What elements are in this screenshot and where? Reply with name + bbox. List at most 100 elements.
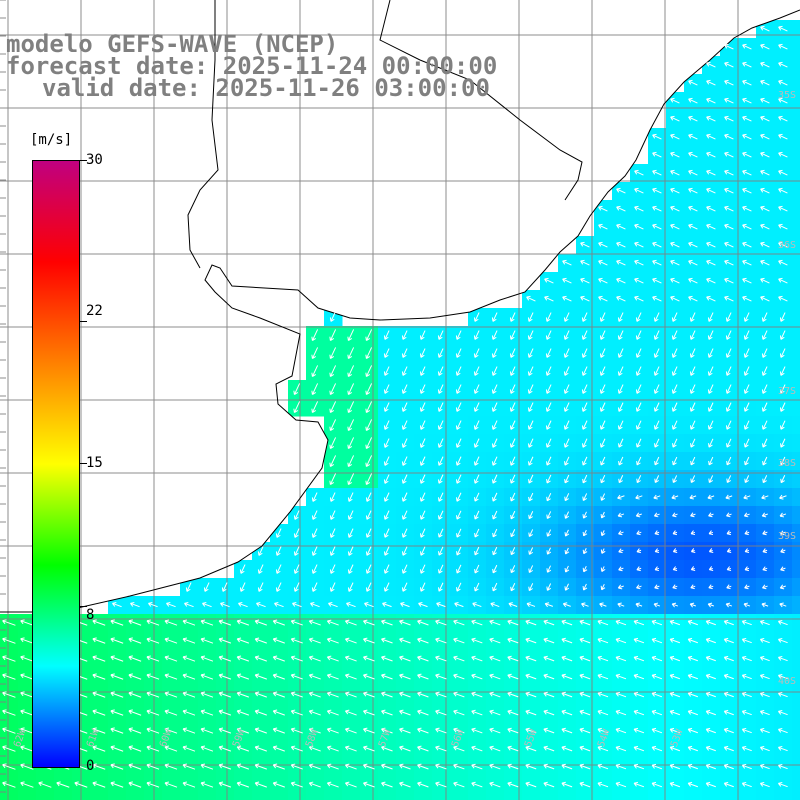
wind-arrow xyxy=(778,187,788,194)
wind-arrow xyxy=(456,510,462,520)
wind-arrow xyxy=(492,510,498,520)
wind-arrow xyxy=(690,530,696,536)
wind-arrow xyxy=(236,745,250,752)
wind-arrow xyxy=(92,691,106,698)
wind-arrow xyxy=(760,25,770,32)
wind-arrow xyxy=(344,691,357,698)
wind-arrow xyxy=(778,151,788,158)
wind-arrow xyxy=(200,637,214,644)
wind-arrow xyxy=(543,745,555,752)
wind-arrow xyxy=(760,97,770,104)
wind-arrow xyxy=(706,79,716,86)
wind-arrow xyxy=(724,133,734,140)
wind-arrow xyxy=(780,566,786,572)
wind-arrow xyxy=(164,745,178,752)
wind-arrow xyxy=(489,619,501,626)
latitude-label: 35S xyxy=(777,90,796,101)
wind-arrow xyxy=(293,528,300,538)
wind-arrow xyxy=(381,637,393,644)
wind-arrow xyxy=(597,709,609,716)
wind-arrow xyxy=(743,402,750,412)
wind-arrow xyxy=(275,582,282,592)
wind-speed-cell xyxy=(738,794,757,800)
wind-speed-cell xyxy=(396,794,415,800)
wind-arrow xyxy=(708,530,714,536)
wind-arrow xyxy=(759,673,770,680)
wind-speed-cell xyxy=(558,794,577,800)
wind-arrow xyxy=(561,727,573,734)
wind-arrow xyxy=(597,673,609,680)
wind-arrow xyxy=(344,727,357,734)
wind-arrow xyxy=(254,637,267,644)
wind-arrow xyxy=(633,673,645,680)
wind-arrow xyxy=(220,601,230,608)
wind-arrow xyxy=(688,259,698,266)
wind-arrow xyxy=(723,691,734,698)
wind-arrow xyxy=(383,582,390,592)
wind-arrow xyxy=(706,133,716,140)
wind-arrow xyxy=(453,727,465,734)
wind-arrow xyxy=(453,709,465,716)
wind-arrow xyxy=(599,438,606,448)
wind-arrow xyxy=(615,763,627,770)
wind-arrow xyxy=(724,97,734,104)
wind-arrow xyxy=(635,384,642,394)
wind-arrow xyxy=(453,691,465,698)
wind-arrow xyxy=(708,438,714,448)
wind-arrow xyxy=(308,655,321,662)
wind-arrow xyxy=(669,691,681,698)
wind-arrow xyxy=(365,419,373,432)
wind-arrow xyxy=(723,619,734,626)
wind-arrow xyxy=(146,655,160,662)
wind-arrow xyxy=(706,223,716,230)
wind-arrow xyxy=(200,763,214,770)
wind-speed-cell xyxy=(378,794,397,800)
wind-arrow xyxy=(257,546,264,556)
wind-arrow xyxy=(2,619,16,626)
wind-arrow xyxy=(383,510,390,520)
wind-arrow xyxy=(471,691,483,698)
wind-arrow xyxy=(597,745,609,752)
wind-arrow xyxy=(581,402,588,412)
wind-arrow xyxy=(617,420,624,430)
wind-arrow xyxy=(707,348,714,358)
wind-arrow xyxy=(474,528,480,538)
wind-arrow xyxy=(653,602,661,608)
wind-arrow xyxy=(236,727,250,734)
wind-arrow xyxy=(780,475,786,484)
forecast-date: forecast date: 2025-11-24 00:00:00 xyxy=(6,52,498,80)
wind-arrow xyxy=(726,548,732,553)
wind-arrow xyxy=(525,781,537,788)
wind-arrow xyxy=(527,366,534,376)
wind-arrow xyxy=(200,781,214,788)
wind-arrow xyxy=(326,637,339,644)
wind-arrow xyxy=(742,115,752,122)
wind-arrow xyxy=(20,691,34,698)
wind-arrow xyxy=(419,474,426,484)
wind-arrow xyxy=(2,745,16,752)
wind-speed-cell xyxy=(180,794,199,800)
wind-arrow xyxy=(401,492,408,502)
wind-arrow xyxy=(618,475,624,484)
wind-arrow xyxy=(437,510,444,520)
wind-arrow xyxy=(128,637,142,644)
wind-arrow xyxy=(579,727,591,734)
wind-arrow xyxy=(777,763,788,770)
wind-arrow xyxy=(742,79,752,86)
wind-arrow xyxy=(744,566,750,572)
wind-speed-cell xyxy=(270,794,289,800)
wind-arrow xyxy=(759,691,770,698)
wind-arrow xyxy=(236,637,250,644)
wind-arrow xyxy=(92,727,106,734)
wind-arrow xyxy=(616,241,626,248)
wind-arrow xyxy=(491,384,498,394)
wind-speed-cell xyxy=(774,794,793,800)
wind-arrow xyxy=(564,493,570,502)
wind-arrow xyxy=(236,709,250,716)
wind-arrow xyxy=(579,673,591,680)
wind-arrow xyxy=(182,619,196,626)
wind-arrow xyxy=(489,655,501,662)
wind-arrow xyxy=(473,456,480,466)
wind-arrow xyxy=(779,384,786,394)
wind-arrow xyxy=(399,763,411,770)
